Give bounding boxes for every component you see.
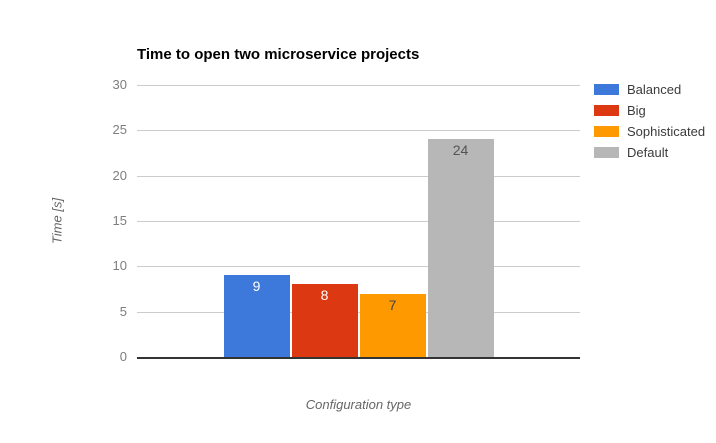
gridline-15 xyxy=(137,221,580,222)
bar-value-label: 9 xyxy=(252,278,261,295)
legend-swatch-icon xyxy=(594,84,619,95)
bar-big: 8 xyxy=(291,284,358,357)
legend-label: Balanced xyxy=(627,82,682,97)
legend-item-big: Big xyxy=(594,103,705,118)
gridline-25 xyxy=(137,130,580,132)
bar-value-label: 7 xyxy=(388,296,397,313)
bar-default: 24 xyxy=(427,139,494,357)
x-axis-title: Configuration type xyxy=(305,397,412,412)
bar-sophisticated: 7 xyxy=(359,293,426,357)
bar-balanced: 9 xyxy=(223,275,290,357)
gridline-30 xyxy=(137,85,580,86)
bar-value-label: 24 xyxy=(452,142,469,159)
legend-swatch-icon xyxy=(594,147,619,158)
gridline-10 xyxy=(137,266,580,268)
y-tick-label-30: 30 xyxy=(112,77,127,92)
gridline-5 xyxy=(137,311,580,313)
y-tick-label-5: 5 xyxy=(119,303,127,319)
bar-value-label: 8 xyxy=(320,287,329,304)
legend-item-default: Default xyxy=(594,145,705,160)
legend: Balanced Big Sophisticated Default xyxy=(594,82,706,167)
legend-label: Default xyxy=(627,145,669,160)
legend-label: Sophisticated xyxy=(627,124,706,139)
legend-item-sophisticated: Sophisticated xyxy=(594,124,706,139)
legend-label: Big xyxy=(627,103,646,118)
y-tick-label-20: 20 xyxy=(112,167,127,183)
y-axis-tick-labels: 0 5 10 15 20 25 30 xyxy=(0,77,127,364)
y-tick-label-0: 0 xyxy=(119,349,127,364)
gridline-20 xyxy=(137,175,580,177)
y-tick-label-25: 25 xyxy=(112,122,127,138)
legend-swatch-icon xyxy=(594,105,619,116)
y-tick-label-10: 10 xyxy=(112,258,127,274)
chart-title: Time to open two microservice projects xyxy=(137,46,420,63)
y-tick-label-15: 15 xyxy=(112,213,127,228)
plot-area: 9 8 7 24 xyxy=(137,85,580,359)
legend-swatch-icon xyxy=(594,126,619,137)
legend-item-balanced: Balanced xyxy=(594,82,705,97)
